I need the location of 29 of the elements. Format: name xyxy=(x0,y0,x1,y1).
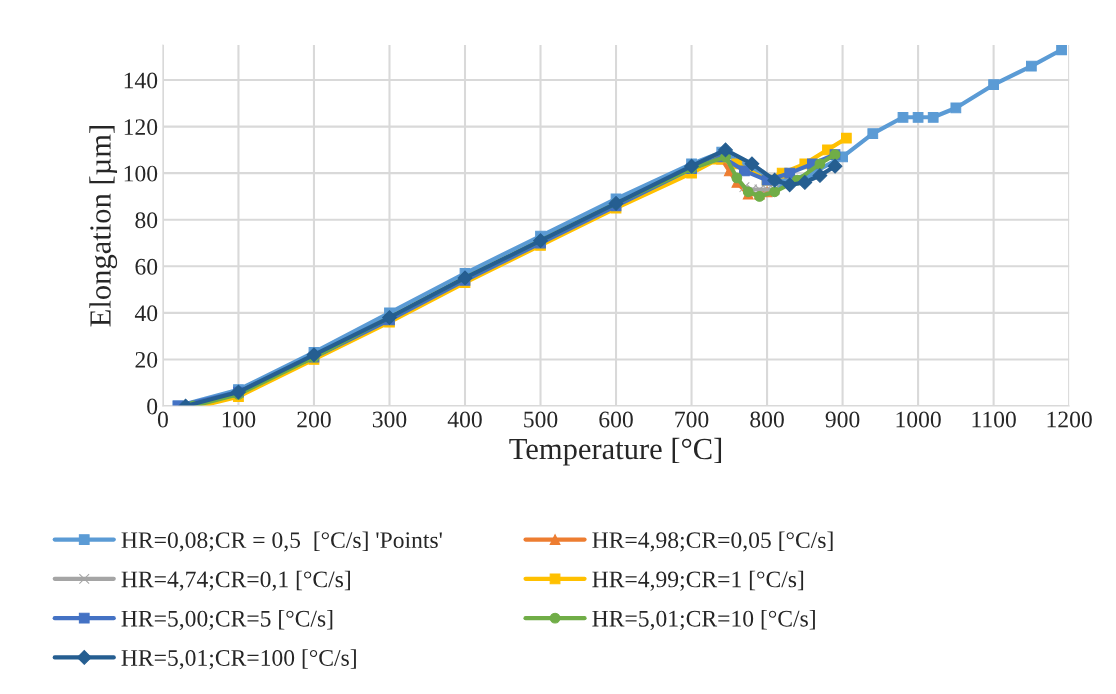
x-axis-title: Temperature [°C] xyxy=(509,437,722,466)
x-tick-label: 1100 xyxy=(972,411,1016,428)
x-tick-label: 400 xyxy=(447,411,482,428)
y-tick-label: 80 xyxy=(135,212,158,229)
y-tick-label: 120 xyxy=(124,119,158,136)
x-tick-label: 800 xyxy=(750,411,784,428)
y-tick-label: 60 xyxy=(135,258,158,275)
legend-label: HR=4,99;CR=1 [°C/s] xyxy=(592,570,804,591)
y-tick-label: 100 xyxy=(124,165,158,182)
legend-label: HR=4,74;CR=0,1 [°C/s] xyxy=(121,570,350,591)
x-tick-label: 1200 xyxy=(1047,411,1092,428)
x-tick-label: 1000 xyxy=(896,411,941,428)
legend-label: HR=5,00;CR=5 [°C/s] xyxy=(121,610,333,631)
y-tick-label: 0 xyxy=(147,398,158,415)
x-tick-label: 300 xyxy=(372,411,407,428)
legend-label: HR=4,98;CR=0,05 [°C/s] xyxy=(592,531,833,552)
legend-label: HR=5,01;CR=10 [°C/s] xyxy=(592,610,815,631)
x-tick-label: 500 xyxy=(524,411,558,428)
y-tick-label: 40 xyxy=(134,305,158,322)
x-tick-label: 600 xyxy=(599,411,633,428)
x-tick-label: 100 xyxy=(222,411,256,428)
x-tick-label: 200 xyxy=(297,411,331,428)
x-tick-label: 700 xyxy=(675,411,709,428)
legend-label: HR=0,08;CR = 0,5 [°C/s] 'Points' xyxy=(121,531,442,552)
legend-label: HR=5,01;CR=100 [°C/s] xyxy=(121,649,356,670)
y-axis-title: Elongation [µm] xyxy=(89,126,118,327)
y-tick-label: 20 xyxy=(135,351,158,368)
x-tick-label: 900 xyxy=(825,411,860,428)
y-tick-label: 140 xyxy=(124,72,158,89)
